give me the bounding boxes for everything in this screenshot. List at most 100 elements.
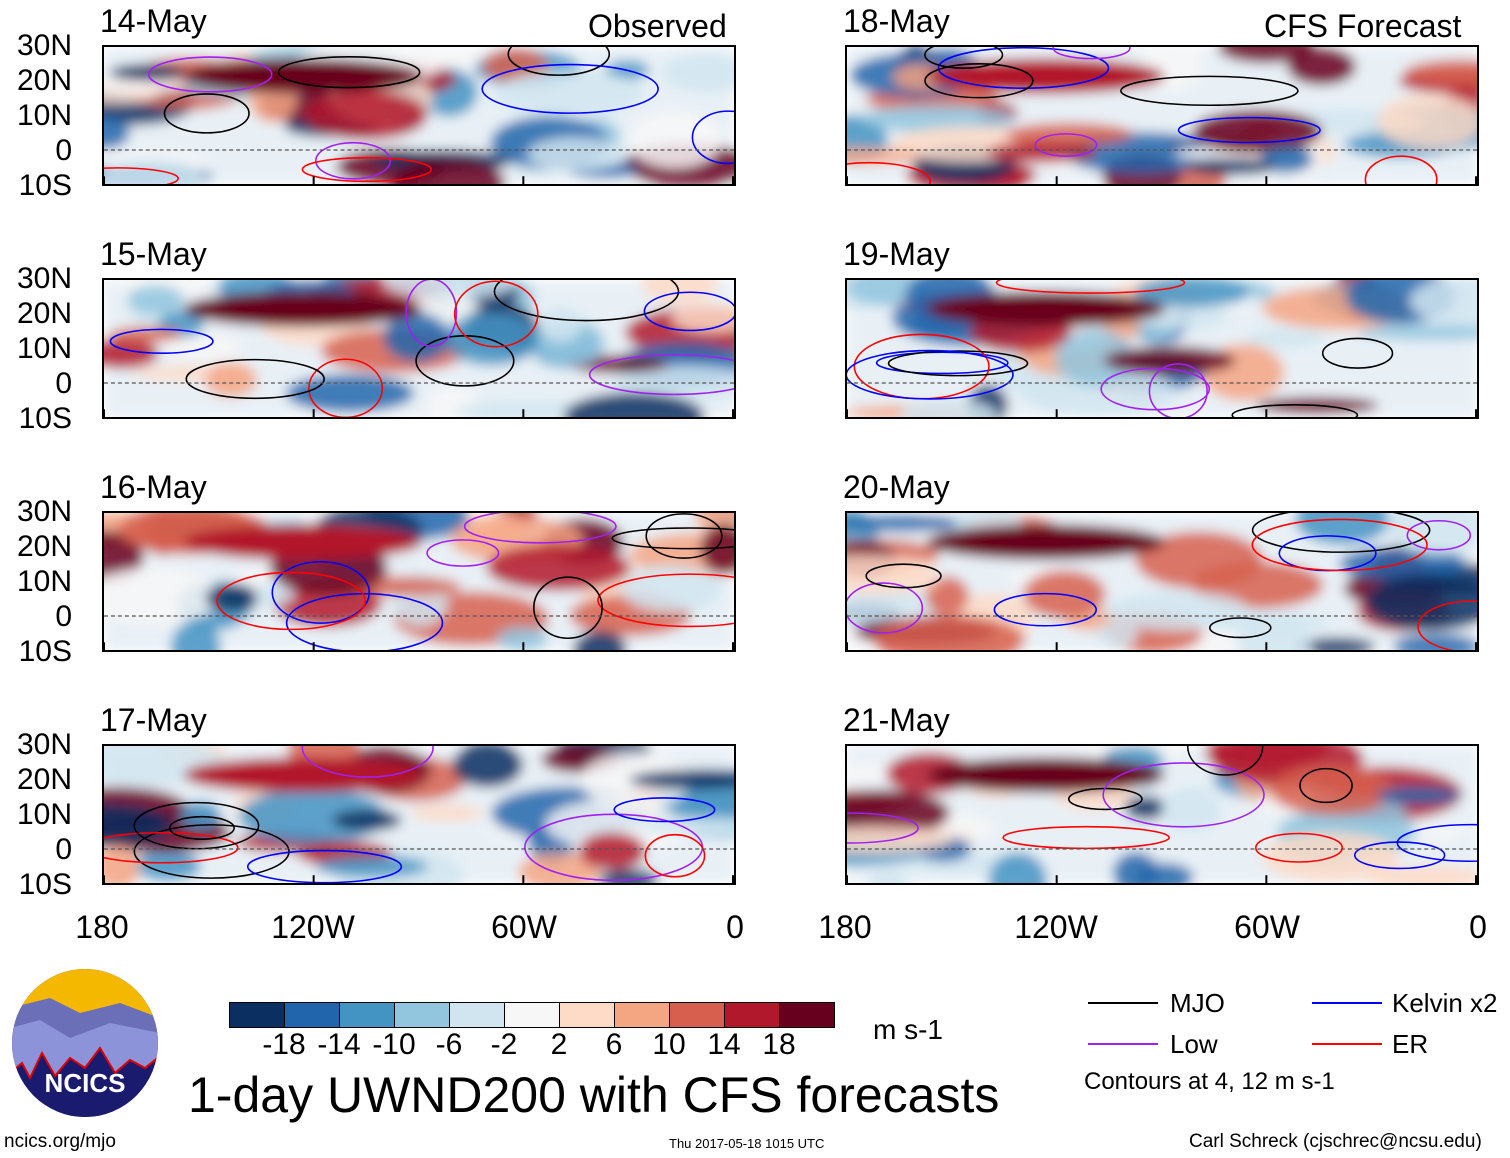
- wind-anomaly-blob: [1235, 618, 1312, 650]
- wind-anomaly-blob: [847, 514, 974, 532]
- lat-label: 0: [55, 367, 72, 400]
- map-panel-21-may: [845, 744, 1479, 885]
- wind-anomaly-blob: [1124, 796, 1167, 820]
- contour-line: [1353, 841, 1446, 870]
- contour-line: [147, 56, 273, 93]
- lat-label: 30N: [16, 495, 72, 528]
- colorbar-swatch: [725, 1003, 780, 1027]
- wind-anomaly-blob: [621, 564, 723, 614]
- contour-line: [133, 824, 290, 879]
- wind-anomaly-blob: [518, 852, 600, 883]
- wind-anomaly-blob: [1103, 346, 1236, 375]
- colorbar-tick: -18: [262, 1028, 306, 1061]
- contour-line: [865, 563, 942, 589]
- wind-anomaly-blob: [1270, 764, 1394, 816]
- map-panel-14-may: [102, 45, 736, 186]
- colorbar-tick: 6: [605, 1028, 623, 1061]
- colorbar-swatch: [395, 1003, 450, 1027]
- lat-label: 10S: [18, 169, 72, 202]
- panel-date: 15-May: [100, 236, 207, 272]
- contour-line: [588, 354, 734, 396]
- contour-line: [1177, 116, 1321, 144]
- wind-anomaly-blob: [860, 104, 1016, 133]
- wind-anomaly-blob: [641, 280, 718, 304]
- colorbar-units: m s-1: [873, 1014, 943, 1045]
- jet-max: [183, 291, 422, 327]
- wind-anomaly-blob: [1106, 591, 1251, 632]
- wind-anomaly-blob: [239, 787, 387, 845]
- wind-anomaly-blob: [1287, 47, 1356, 86]
- contour-line: [643, 291, 734, 332]
- wind-anomaly-blob: [578, 832, 646, 870]
- colorbar-swatch: [615, 1003, 670, 1027]
- lat-label: 10S: [18, 868, 72, 901]
- colorbar-tick: 2: [550, 1028, 568, 1061]
- contour-line: [1186, 746, 1264, 776]
- map-panel-20-may: [845, 511, 1479, 652]
- lat-label: 20N: [16, 297, 72, 330]
- colorbar-swatch: [340, 1003, 395, 1027]
- lon-label: 0: [726, 909, 744, 945]
- contour-line: [847, 582, 924, 634]
- panel-date: 20-May: [843, 469, 950, 505]
- wind-anomaly-blob: [563, 392, 705, 417]
- contour-line: [1251, 518, 1428, 572]
- contour-line: [271, 560, 371, 624]
- legend-line-kelvin: [1312, 1002, 1382, 1004]
- contour-line: [246, 849, 403, 883]
- panel-date: 17-May: [100, 702, 207, 738]
- contour-line: [163, 93, 250, 134]
- contour-line: [1002, 825, 1170, 850]
- footer-url[interactable]: ncics.org/mjo: [4, 1131, 116, 1152]
- colorbar-tick: 18: [762, 1028, 796, 1061]
- contour-line: [216, 571, 367, 631]
- wind-anomaly-blob: [629, 769, 734, 790]
- colorbar-tick: 10: [652, 1028, 686, 1061]
- contour-line: [644, 833, 706, 878]
- contour-line: [875, 351, 1009, 375]
- wind-anomaly-blob: [988, 852, 1048, 883]
- contour-line: [924, 47, 1004, 69]
- panel-date: 19-May: [843, 236, 950, 272]
- contour-line: [1231, 404, 1359, 417]
- jet-max: [926, 291, 1165, 327]
- wind-anomaly-blob: [539, 305, 583, 343]
- wind-anomaly-blob: [1339, 546, 1467, 581]
- contour-line: [847, 812, 919, 844]
- colorbar-swatch: [560, 1003, 615, 1027]
- colorbar-swatch: [285, 1003, 340, 1027]
- contour-line: [463, 513, 617, 544]
- contour-line: [993, 592, 1097, 627]
- colorbar-swatch: [230, 1003, 285, 1027]
- contour-line: [285, 592, 444, 650]
- ncics-logo: NCICS: [10, 968, 160, 1118]
- contour-line: [887, 350, 1029, 377]
- contour-line: [645, 513, 723, 559]
- wind-anomaly-blob: [104, 116, 130, 149]
- wind-anomaly-blob: [104, 567, 224, 624]
- wind-anomaly-blob: [1409, 280, 1477, 326]
- wind-anomaly-blob: [1217, 47, 1315, 64]
- wind-anomaly-blob: [573, 631, 627, 650]
- lat-label: 30N: [16, 728, 72, 761]
- jet-max: [183, 757, 422, 793]
- panel-date: 16-May: [100, 469, 207, 505]
- contour-line: [597, 573, 734, 628]
- wind-anomaly-blob: [847, 554, 940, 580]
- wind-anomaly-blob: [1135, 531, 1263, 589]
- wind-anomaly-blob: [1204, 746, 1330, 768]
- wind-anomaly-blob: [627, 111, 723, 169]
- contour-line: [1148, 363, 1208, 417]
- contour-line: [1255, 832, 1344, 863]
- legend-line-er: [1312, 1043, 1382, 1045]
- lat-label: 20N: [16, 763, 72, 796]
- wind-anomaly-blob: [494, 70, 645, 117]
- wind-anomaly-blob: [1135, 863, 1194, 883]
- contour-line: [1120, 75, 1299, 107]
- jet-max: [926, 757, 1165, 793]
- wind-anomaly-blob: [661, 53, 734, 93]
- wind-anomaly-blob: [1161, 786, 1222, 833]
- jet-max: [183, 58, 422, 94]
- wind-anomaly-blob: [410, 804, 484, 822]
- wind-anomaly-blob: [179, 800, 221, 831]
